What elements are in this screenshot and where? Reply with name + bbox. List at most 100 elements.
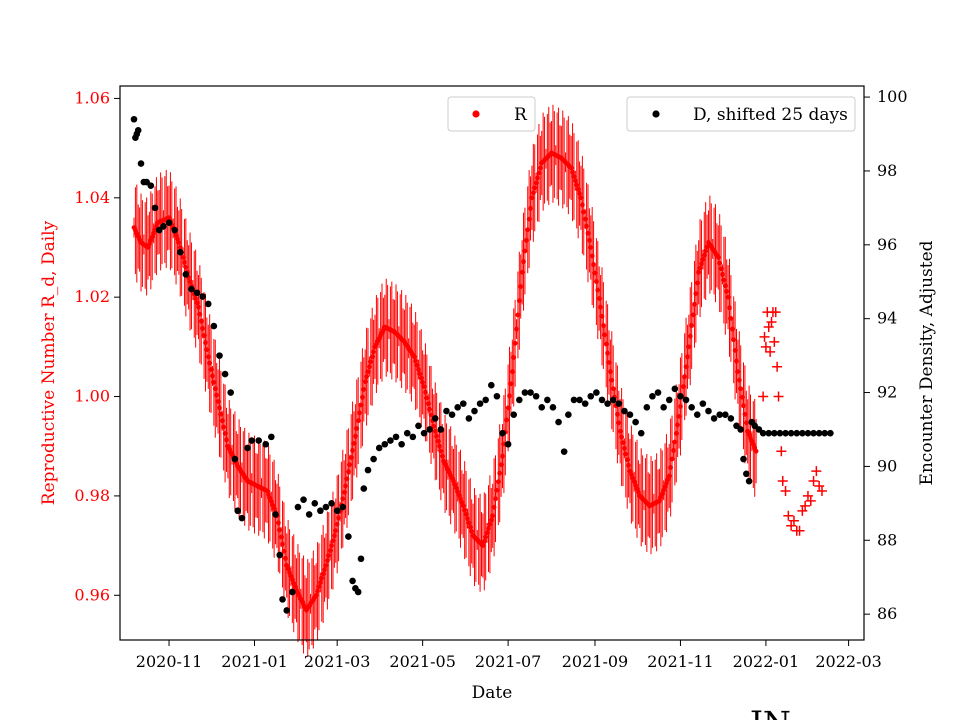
d-point [234, 507, 241, 515]
d-point [487, 381, 495, 389]
r-point [589, 253, 595, 259]
r-point [683, 364, 689, 370]
r-point [431, 423, 437, 429]
r-point [324, 558, 330, 563]
d-point [745, 477, 753, 485]
r-point [487, 521, 493, 527]
r-point [735, 369, 741, 375]
d-point [532, 392, 540, 400]
r-point [718, 266, 724, 272]
r-point [437, 443, 442, 449]
d-point [504, 440, 512, 448]
r-point [483, 534, 489, 540]
d-point [771, 429, 778, 437]
d-point [576, 396, 583, 404]
d-point [516, 396, 523, 404]
d-point [643, 404, 651, 411]
d-point [782, 429, 789, 437]
d-point [262, 440, 270, 448]
d-point [364, 466, 372, 474]
d-point [699, 400, 707, 407]
r-point [623, 451, 629, 457]
r-point [669, 456, 675, 462]
x-axis-label: Date [472, 683, 513, 703]
r-point [182, 259, 187, 265]
r-point [340, 496, 346, 502]
r-point [529, 195, 535, 201]
r-point [753, 448, 759, 454]
r-point [675, 422, 681, 428]
r-point [348, 455, 354, 460]
r-point [371, 349, 377, 355]
r-point [526, 216, 532, 222]
y-left-tick-label: 1.06 [74, 88, 110, 107]
y-right-tick-label: 92 [877, 383, 897, 402]
d-point [593, 389, 600, 396]
d-point [193, 289, 201, 297]
r-point [480, 543, 486, 548]
r-point [731, 337, 737, 343]
r-point [508, 381, 514, 387]
r-point [599, 313, 605, 319]
d-point [188, 285, 195, 293]
d-point [787, 429, 795, 437]
r-point [533, 180, 539, 186]
r-point [194, 300, 200, 306]
r-point [734, 358, 739, 364]
r-point [602, 332, 608, 338]
r-point [574, 182, 580, 188]
d-point [322, 503, 330, 511]
y-right-tick-label: 88 [877, 530, 897, 549]
r-point [581, 209, 587, 215]
r-point [200, 325, 206, 331]
r-point [497, 470, 503, 476]
r-point [330, 538, 336, 544]
r-point [732, 348, 738, 353]
d-point [210, 322, 218, 330]
d-point [765, 429, 773, 437]
r-point [361, 387, 367, 392]
axis-ticks: 2020-11 2021-01 2021-03 2021-05 2021-07 2021-… [74, 87, 907, 671]
r-point [671, 448, 676, 453]
y-right-tick-label: 86 [877, 604, 897, 623]
r-point [313, 592, 319, 598]
r-point [697, 265, 703, 271]
r-point [721, 277, 727, 283]
d-point [238, 514, 246, 522]
r-point [666, 473, 672, 479]
r-point [222, 431, 228, 436]
r-point [217, 405, 222, 411]
d-point [482, 396, 489, 404]
d-point [420, 429, 428, 437]
r-point [519, 269, 525, 275]
d-point [799, 429, 806, 437]
r-point [219, 418, 225, 424]
d-point [776, 429, 784, 437]
d-point [581, 400, 589, 407]
legend-r-label: R [514, 105, 528, 125]
r-cross [788, 515, 799, 526]
r-point [505, 405, 511, 411]
d-point [392, 433, 400, 441]
d-point [279, 596, 286, 603]
r-cross [766, 317, 777, 328]
d-point [621, 407, 628, 415]
r-point [180, 255, 186, 260]
d-point [134, 127, 142, 134]
r-point [609, 377, 615, 383]
r-point [344, 476, 350, 482]
d-point [499, 429, 506, 437]
r-point [421, 384, 427, 390]
r-cross [800, 500, 811, 511]
r-point [724, 289, 730, 294]
r-point [214, 392, 220, 398]
d-point [677, 392, 684, 400]
r-point [465, 516, 470, 522]
r-point [493, 496, 498, 502]
r-point [598, 304, 603, 310]
d-point [465, 415, 473, 422]
r-point [511, 355, 517, 360]
y-left-tick-label: 0.98 [74, 486, 110, 505]
r-point [418, 375, 424, 381]
d-point [370, 455, 377, 463]
